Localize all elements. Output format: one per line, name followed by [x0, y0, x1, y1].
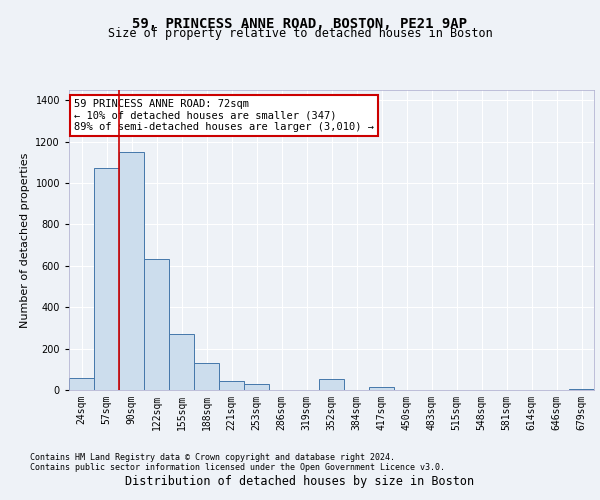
Text: Distribution of detached houses by size in Boston: Distribution of detached houses by size …: [125, 474, 475, 488]
Bar: [169, 334, 194, 390]
Bar: [369, 387, 394, 390]
Bar: [94, 168, 119, 390]
Bar: [119, 152, 144, 390]
Bar: [219, 380, 244, 390]
Bar: [319, 378, 344, 390]
Bar: [194, 363, 219, 390]
Bar: [244, 384, 269, 390]
Text: 59, PRINCESS ANNE ROAD, BOSTON, PE21 9AP: 59, PRINCESS ANNE ROAD, BOSTON, PE21 9AP: [133, 18, 467, 32]
Text: Contains HM Land Registry data © Crown copyright and database right 2024.
Contai: Contains HM Land Registry data © Crown c…: [30, 452, 445, 472]
Bar: [569, 389, 594, 390]
Text: 59 PRINCESS ANNE ROAD: 72sqm
← 10% of detached houses are smaller (347)
89% of s: 59 PRINCESS ANNE ROAD: 72sqm ← 10% of de…: [74, 99, 374, 132]
Text: Size of property relative to detached houses in Boston: Size of property relative to detached ho…: [107, 28, 493, 40]
Bar: [144, 258, 169, 390]
Y-axis label: Number of detached properties: Number of detached properties: [20, 152, 30, 328]
Bar: [69, 378, 94, 390]
